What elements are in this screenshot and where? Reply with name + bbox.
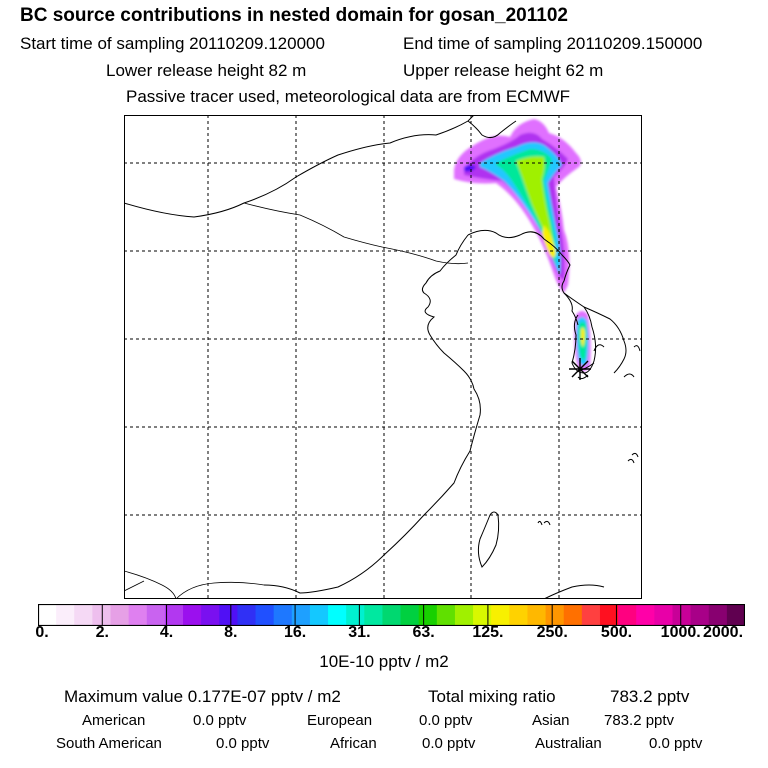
colorbar-cell — [618, 604, 637, 626]
colorbar-tick-label: 250. — [536, 624, 568, 641]
colorbar-cell — [454, 604, 474, 626]
colorbar-cell — [636, 604, 655, 626]
country-borders — [124, 202, 469, 599]
region-south-american-label: South American — [56, 735, 162, 752]
release-site-marker — [569, 358, 591, 380]
colorbar-cell — [273, 604, 293, 626]
map-gridlines — [124, 115, 642, 599]
lower-release-height: Lower release height 82 m — [106, 61, 307, 80]
colorbar-cell — [563, 604, 583, 626]
colorbar-tick-label: 1000. — [660, 624, 701, 641]
colorbar-tick-label: 2000. — [702, 624, 744, 641]
colorbar — [38, 604, 745, 626]
region-asian-value: 783.2 pptv — [604, 712, 675, 729]
region-south-american-value: 0.0 pptv — [216, 735, 270, 752]
total-mixing-ratio-label: Total mixing ratio — [428, 687, 556, 706]
colorbar-cell — [436, 604, 456, 626]
colorbar-cell — [690, 604, 710, 626]
colorbar-cell — [237, 604, 257, 626]
colorbar-cell — [545, 604, 565, 626]
colorbar-cell — [581, 604, 601, 626]
colorbar-cell — [92, 604, 112, 626]
colorbar-cell — [309, 604, 329, 626]
region-african-value: 0.0 pptv — [422, 735, 476, 752]
upper-release-height: Upper release height 62 m — [403, 61, 604, 80]
region-african-label: African — [330, 735, 377, 752]
coastlines — [124, 115, 641, 599]
colorbar-cell — [291, 604, 311, 626]
total-mixing-ratio-value: 783.2 pptv — [610, 687, 690, 706]
colorbar-cell — [183, 604, 202, 626]
start-time-label: Start time of sampling 20110209.120000 — [20, 34, 325, 53]
map-title: BC source contributions in nested domain… — [20, 5, 568, 26]
colorbar-cell — [509, 604, 529, 626]
colorbar-cell — [400, 604, 420, 626]
colorbar-cell — [672, 604, 692, 626]
colorbar-cell — [364, 604, 384, 626]
colorbar-cell — [418, 604, 438, 626]
maximum-value-label: Maximum value 0.177E-07 pptv / m2 — [64, 687, 341, 706]
colorbar-tick-label: 0. — [35, 624, 49, 641]
colorbar-cell — [328, 604, 347, 626]
colorbar-cell — [164, 604, 184, 626]
colorbar-cell — [74, 604, 93, 626]
colorbar-cell — [110, 604, 130, 626]
region-asian-label: Asian — [532, 712, 570, 729]
tracer-plume-south — [574, 311, 591, 372]
colorbar-tick-label: 2. — [95, 624, 109, 641]
colorbar-cell — [491, 604, 510, 626]
tracer-info: Passive tracer used, meteorological data… — [126, 87, 571, 106]
colorbar-cell — [219, 604, 239, 626]
colorbar-tick-label: 4. — [159, 624, 174, 641]
map-panel — [124, 115, 642, 599]
colorbar-tick-label: 63. — [412, 624, 435, 641]
colorbar-tick-label: 16. — [283, 624, 307, 641]
region-american-label: American — [82, 712, 146, 729]
colorbar-cell — [346, 604, 365, 626]
colorbar-cell — [382, 604, 402, 626]
colorbar-cell — [726, 604, 745, 626]
colorbar-cell — [201, 604, 220, 626]
colorbar-cell — [56, 604, 75, 626]
colorbar-cell — [599, 604, 619, 626]
colorbar-cell — [473, 604, 492, 626]
colorbar-cell — [708, 604, 728, 626]
colorbar-cell — [527, 604, 547, 626]
colorbar-tick-label: 125. — [472, 624, 504, 641]
end-time-label: End time of sampling 20110209.150000 — [403, 34, 703, 53]
colorbar-tick-label: 8. — [224, 624, 238, 641]
colorbar-cell — [654, 604, 674, 626]
region-european-value: 0.0 pptv — [419, 712, 473, 729]
colorbar-cell — [128, 604, 148, 626]
colorbar-cell — [255, 604, 275, 626]
region-australian-value: 0.0 pptv — [649, 735, 703, 752]
colorbar-unit-label: 10E-10 pptv / m2 — [319, 652, 449, 671]
region-american-value: 0.0 pptv — [193, 712, 247, 729]
colorbar-tick-label: 500. — [600, 624, 633, 641]
map-frame — [124, 115, 642, 599]
colorbar-cell — [38, 604, 57, 626]
region-australian-label: Australian — [535, 735, 602, 752]
colorbar-tick-label: 31. — [348, 624, 371, 641]
region-european-label: European — [307, 712, 373, 729]
colorbar-cell — [146, 604, 166, 626]
